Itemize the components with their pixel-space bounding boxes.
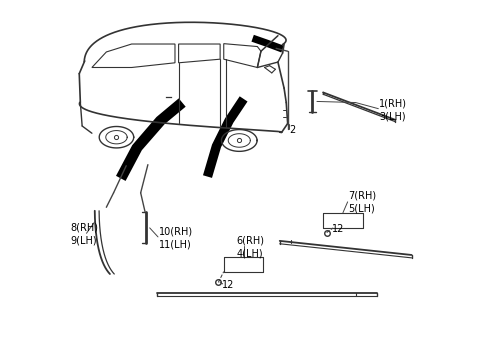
Text: 10(RH)
11(LH): 10(RH) 11(LH): [159, 226, 193, 250]
Text: 8(RH)
9(LH): 8(RH) 9(LH): [70, 223, 98, 246]
Text: 2: 2: [289, 124, 295, 135]
Text: 12: 12: [332, 224, 345, 234]
Polygon shape: [252, 35, 284, 52]
Text: 7(RH)
5(LH): 7(RH) 5(LH): [348, 190, 376, 213]
Polygon shape: [116, 98, 186, 181]
Text: 12: 12: [222, 280, 234, 290]
Text: 6(RH)
4(LH): 6(RH) 4(LH): [236, 236, 264, 258]
Polygon shape: [203, 96, 248, 178]
Text: 1(RH)
3(LH): 1(RH) 3(LH): [379, 98, 407, 121]
